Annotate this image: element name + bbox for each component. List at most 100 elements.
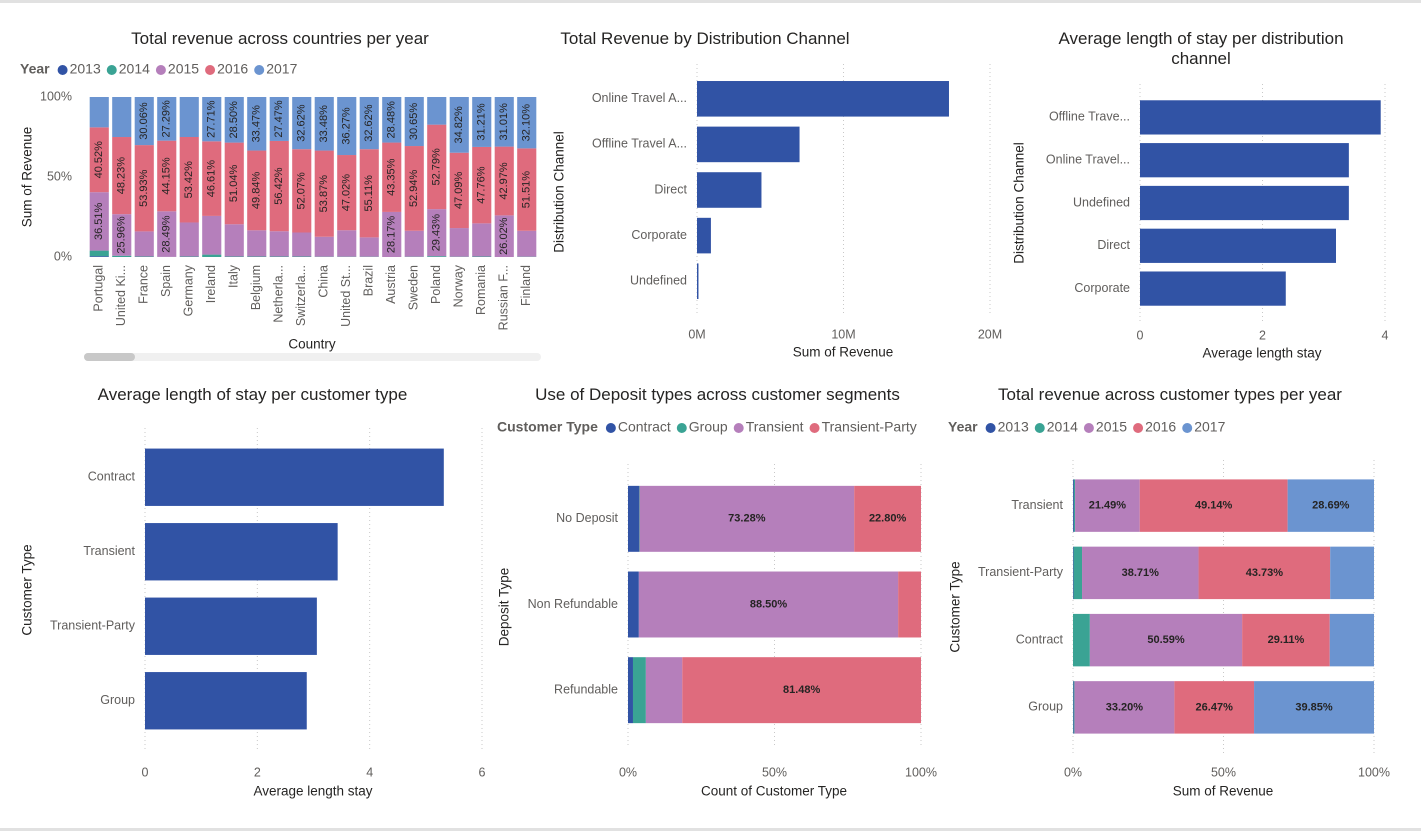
category-label: Transient	[1011, 498, 1063, 512]
y-axis-title: Customer Type	[948, 561, 963, 652]
data-label: 29.11%	[1268, 634, 1305, 646]
chart-title: Use of Deposit types across customer seg…	[535, 385, 900, 404]
bar-segment	[1242, 613, 1330, 667]
category-label: Switzerla...	[294, 265, 308, 326]
bar-segment	[1140, 143, 1349, 178]
bar-segment	[645, 657, 683, 724]
data-label: 43.35%	[386, 158, 398, 196]
bar-segment	[382, 211, 402, 257]
y-axis-title: Sum of Revenue	[20, 127, 35, 228]
bar-segment	[337, 155, 357, 231]
data-label: 51.51%	[521, 171, 533, 209]
bar-segment	[472, 97, 492, 147]
data-label: 33.48%	[318, 105, 330, 143]
legend-label: 2015	[1096, 419, 1127, 435]
legend-label: 2013	[70, 61, 101, 77]
bar-segment	[472, 223, 492, 257]
bar-segment	[1073, 613, 1090, 667]
category-label: Direct	[654, 182, 687, 196]
data-label: 44.15%	[161, 157, 173, 195]
bar-segment	[89, 250, 109, 257]
bar-segment	[89, 97, 109, 128]
bar-segment	[247, 97, 267, 151]
bar-segment	[697, 126, 800, 163]
bar-segment	[112, 214, 132, 256]
category-label: Online Travel...	[1046, 152, 1130, 166]
bar-segment	[1140, 185, 1349, 221]
bar-segment	[1198, 546, 1331, 600]
bar-segment	[157, 97, 177, 141]
bar-segment	[628, 657, 633, 724]
category-label: Austria	[384, 265, 398, 304]
legend-title: Customer Type	[497, 419, 598, 435]
category-label: Group	[100, 693, 135, 707]
data-label: 38.71%	[1122, 567, 1160, 579]
bar-segment	[269, 231, 289, 257]
category-label: Italy	[227, 264, 241, 288]
category-label: Brazil	[362, 265, 376, 296]
data-label: 32.62%	[363, 104, 375, 142]
chart-title: Total revenue across customer types per …	[998, 385, 1342, 404]
legend-marker	[1034, 423, 1045, 433]
x-tick-label: 10M	[831, 327, 855, 341]
x-tick-label: 4	[1382, 328, 1389, 342]
category-label: No Deposit	[556, 511, 618, 525]
legend-label: 2013	[998, 419, 1029, 435]
bar-segment	[145, 597, 317, 655]
bar-segment	[202, 141, 222, 216]
bar-segment	[134, 231, 154, 257]
category-label: Refundable	[554, 682, 618, 696]
x-tick-label: 0	[1137, 328, 1144, 342]
legend-label: 2017	[266, 61, 297, 77]
category-label: United Ki...	[114, 265, 128, 326]
data-label: 28.49%	[161, 215, 173, 253]
chart-title: Total revenue across countries per year	[131, 29, 429, 48]
data-label: 52.07%	[296, 172, 308, 210]
category-label: Ireland	[204, 265, 218, 303]
bar-segment	[449, 228, 469, 257]
chart-title: Total Revenue by Distribution Channel	[560, 29, 850, 48]
y-tick-label: 0%	[54, 249, 72, 263]
bar-segment	[1074, 681, 1175, 734]
category-label: Spain	[159, 265, 173, 297]
bar-segment	[1073, 479, 1076, 532]
data-label: 53.87%	[318, 175, 330, 213]
data-label: 48.23%	[116, 157, 128, 195]
bar-segment	[427, 256, 447, 257]
data-label: 28.48%	[386, 101, 398, 139]
scrollbar-track[interactable]	[84, 353, 541, 361]
x-tick-label: 0%	[1064, 765, 1082, 779]
bar-segment	[145, 448, 444, 506]
bar-segment	[269, 140, 289, 232]
data-label: 32.10%	[521, 104, 533, 142]
bar-segment	[89, 192, 109, 251]
bar-segment	[224, 97, 244, 143]
bar-segment	[697, 81, 949, 117]
x-tick-label: 100%	[905, 765, 937, 779]
category-label: Non Refundable	[528, 597, 618, 611]
x-tick-label: 2	[1259, 328, 1266, 342]
bar-segment	[224, 142, 244, 225]
category-label: United St...	[339, 265, 353, 327]
bar-segment	[494, 215, 514, 257]
bar-segment	[314, 150, 334, 237]
x-tick-label: 6	[479, 765, 486, 779]
data-label: 22.80%	[869, 513, 907, 525]
bar-segment	[1073, 681, 1075, 734]
legend-title: Year	[20, 61, 50, 77]
data-label: 27.71%	[206, 100, 218, 138]
bar-segment	[1073, 546, 1074, 600]
bar-segment	[112, 137, 132, 215]
chart-title: Average length of stay per customer type	[97, 385, 408, 404]
bar-segment	[179, 222, 199, 257]
data-label: 81.48%	[783, 684, 821, 696]
category-label: Belgium	[249, 265, 263, 310]
bar-segment	[697, 172, 762, 208]
bar-segment	[628, 571, 639, 638]
bar-segment	[359, 97, 379, 150]
scrollbar-thumb[interactable]	[84, 353, 135, 361]
bar-segment	[1073, 479, 1074, 532]
bar-segment	[224, 224, 244, 257]
legend-label: Group	[689, 419, 728, 435]
data-label: 39.85%	[1295, 701, 1333, 713]
